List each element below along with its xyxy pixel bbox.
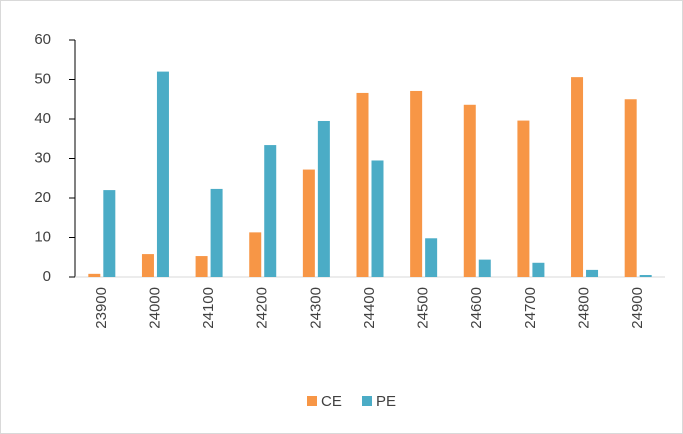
x-tick-label: 24000 [146,287,163,329]
y-tick-label: 20 [34,189,51,206]
bar [410,90,423,277]
bar [571,77,584,277]
bar [517,120,530,277]
bar [356,92,369,278]
bar [425,238,438,277]
bar [88,273,101,277]
bar [371,160,384,277]
bar [317,120,330,277]
x-tick-label: 24600 [468,287,485,329]
legend-swatch [307,396,317,406]
bar [264,145,277,277]
bar [156,71,169,277]
bar [141,254,154,277]
bar [249,232,262,277]
bar [624,99,637,277]
x-tick-label: 24300 [307,287,324,329]
legend-label: CE [321,393,342,410]
x-tick-label: 24200 [254,287,271,329]
y-tick-label: 30 [34,149,51,166]
y-tick-label: 50 [34,70,51,87]
x-tick-label: 24700 [522,287,539,329]
x-tick-label: 23900 [93,287,110,329]
y-tick-label: 0 [43,268,51,285]
x-tick-label: 24500 [415,287,432,329]
y-tick-label: 10 [34,228,51,245]
bar [532,262,545,277]
bar [103,190,116,277]
bar [210,188,223,277]
x-tick-label: 24900 [629,287,646,329]
legend-swatch [362,396,372,406]
x-tick-label: 24400 [361,287,378,329]
bar [195,256,208,277]
bar [639,275,652,277]
bar [478,259,491,277]
bar [302,169,315,277]
legend-label: PE [376,393,396,410]
y-tick-label: 40 [34,110,51,127]
x-tick-label: 24100 [200,287,217,329]
x-tick-label: 24800 [576,287,593,329]
bar [463,104,476,277]
bar [586,269,599,277]
y-tick-label: 60 [34,31,51,48]
